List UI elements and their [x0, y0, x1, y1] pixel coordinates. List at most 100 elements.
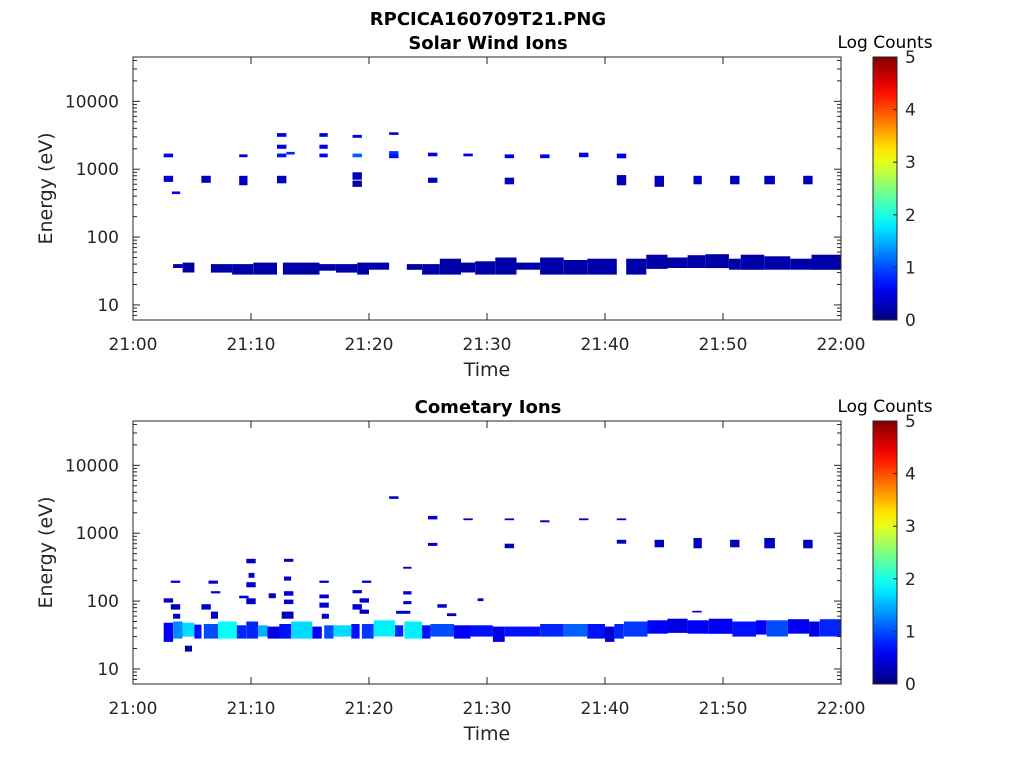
x-tick-label: 21:10 [227, 699, 276, 719]
heatmap-cell [446, 613, 457, 617]
x-tick-label: 21:00 [109, 335, 158, 355]
x-tick-label: 21:20 [345, 699, 394, 719]
y-tick-label: 1000 [76, 160, 119, 180]
heatmap-cell [163, 153, 174, 158]
heatmap-cell [647, 620, 668, 634]
heatmap-cell [352, 604, 362, 610]
heatmap-cell [540, 257, 564, 275]
heatmap-cell [319, 144, 328, 149]
heatmap-cell [389, 496, 399, 499]
heatmap-cell [504, 518, 515, 521]
x-tick-label: 21:20 [345, 335, 394, 355]
heatmap-cell [369, 262, 390, 270]
heatmap-cell [667, 618, 688, 633]
colorbar-tick-label: 1 [905, 258, 916, 278]
heatmap-cell [470, 625, 493, 637]
heatmap-cell [319, 153, 328, 158]
heatmap-cell [461, 262, 476, 273]
heatmap-cell [395, 625, 404, 637]
heatmap-cell [819, 619, 841, 637]
heatmap-cell [253, 262, 277, 275]
heatmap-cell [540, 154, 550, 159]
heatmap-cell [540, 520, 550, 523]
heatmap-cell [428, 177, 438, 183]
heatmap-cell [336, 264, 358, 273]
heatmap-cell [614, 624, 624, 639]
heatmap-cell [516, 262, 541, 270]
heatmap-cell [495, 257, 517, 275]
heatmap-cell [787, 619, 810, 634]
x-axis-label: Time [463, 359, 511, 381]
heatmap-cell [756, 620, 767, 635]
heatmap-cell [277, 175, 287, 184]
heatmap-cell [463, 518, 473, 521]
heatmap-cell [809, 621, 820, 637]
x-tick-label: 21:40 [581, 335, 630, 355]
heatmap-cell [403, 591, 412, 595]
heatmap-cell [284, 558, 294, 562]
heatmap-cell [492, 626, 505, 642]
heatmap-cell [277, 153, 287, 158]
x-tick-label: 21:00 [109, 699, 158, 719]
x-tick-label: 22:00 [817, 699, 866, 719]
heatmap-cell [623, 621, 648, 637]
heatmap-cell [267, 626, 281, 639]
heatmap-cell [210, 591, 221, 594]
heatmap-cell [437, 604, 447, 608]
colorbar-tick-label: 2 [905, 206, 916, 226]
x-tick-label: 22:00 [817, 335, 866, 355]
heatmap-cell [291, 621, 313, 639]
heatmap-cell [248, 572, 255, 578]
heatmap-cell [766, 620, 788, 637]
heatmap-cell [170, 580, 181, 583]
y-tick-label: 100 [87, 228, 119, 248]
heatmap-cell [333, 625, 352, 637]
heatmap-cell [428, 152, 438, 157]
heatmap-cell [616, 153, 627, 159]
heatmap-cell [693, 538, 702, 549]
heatmap-cell [626, 258, 647, 275]
panel-title: Cometary Ions [415, 397, 562, 418]
y-tick-label: 1000 [76, 524, 119, 544]
heatmap-cell [730, 539, 740, 548]
heatmap-cell [194, 624, 202, 639]
heatmap-cell [352, 180, 362, 187]
x-tick-label: 21:50 [699, 699, 748, 719]
heatmap-cell [764, 256, 791, 270]
heatmap-cell [352, 134, 362, 138]
heatmap-cell [654, 175, 664, 187]
heatmap-cell [693, 175, 702, 185]
heatmap-cell [352, 590, 362, 594]
colorbar-tick-label: 4 [905, 101, 916, 121]
heatmap-cell [246, 582, 256, 588]
heatmap-cell [764, 538, 775, 549]
heatmap-cell [277, 133, 287, 137]
heatmap-cell [687, 620, 709, 634]
colorbar-tick-label: 2 [905, 570, 916, 590]
heatmap-cell [361, 580, 372, 583]
heatmap-cell [203, 624, 218, 639]
heatmap-cell [173, 613, 181, 619]
colorbar-tick-label: 3 [905, 153, 916, 173]
heatmap-cell [389, 151, 399, 155]
heatmap-cell [208, 580, 218, 584]
heatmap-cell [646, 254, 668, 269]
heatmap-cell [428, 542, 438, 546]
heatmap-cell [170, 604, 181, 610]
y-axis-label: Energy (eV) [35, 496, 57, 608]
solar-wind-panel: Solar Wind Ions 21:00 21:10 21:20 21:30 21:40… [35, 33, 933, 381]
heatmap-cell [667, 257, 688, 268]
colorbar-tick-label: 5 [905, 412, 916, 432]
heatmap-cell [357, 262, 369, 275]
heatmap-cell [422, 264, 440, 275]
heatmap-cell [268, 593, 276, 599]
colorbar-tick-label: 1 [905, 622, 916, 642]
heatmap-cell [563, 260, 588, 275]
heatmap-cell [764, 175, 775, 185]
heatmap-cell [422, 625, 431, 639]
heatmap-cell [321, 613, 329, 619]
heatmap-cell [803, 539, 813, 549]
heatmap-cell [359, 598, 369, 603]
heatmap-cell [319, 580, 329, 583]
heatmap-cell [284, 591, 294, 596]
